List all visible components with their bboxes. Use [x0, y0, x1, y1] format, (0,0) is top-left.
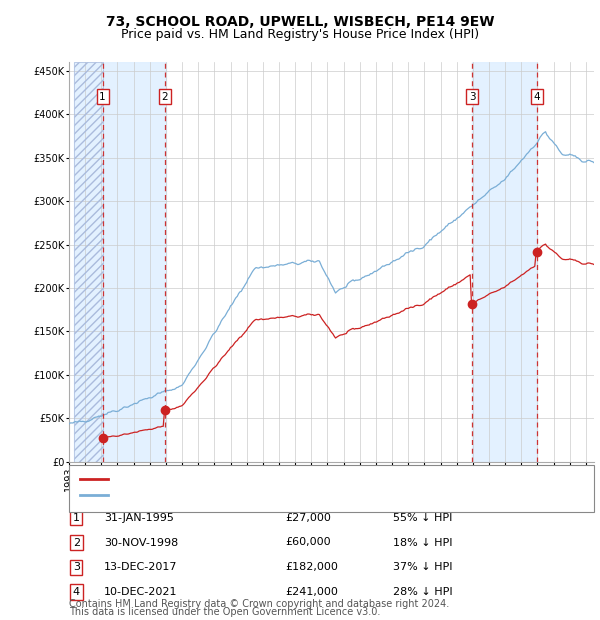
Text: 4: 4 — [533, 92, 540, 102]
Text: HPI: Average price, detached house, King's Lynn and West Norfolk: HPI: Average price, detached house, King… — [114, 490, 482, 500]
Text: 2: 2 — [73, 538, 80, 547]
Text: £241,000: £241,000 — [285, 587, 338, 597]
Text: 30-NOV-1998: 30-NOV-1998 — [104, 538, 178, 547]
Text: 1: 1 — [73, 513, 80, 523]
Text: £182,000: £182,000 — [285, 562, 338, 572]
Text: £60,000: £60,000 — [285, 538, 331, 547]
Text: 13-DEC-2017: 13-DEC-2017 — [104, 562, 178, 572]
Text: 73, SCHOOL ROAD, UPWELL, WISBECH, PE14 9EW (detached house): 73, SCHOOL ROAD, UPWELL, WISBECH, PE14 9… — [114, 474, 495, 484]
Text: Contains HM Land Registry data © Crown copyright and database right 2024.: Contains HM Land Registry data © Crown c… — [69, 599, 449, 609]
Text: 31-JAN-1995: 31-JAN-1995 — [104, 513, 173, 523]
Text: 18% ↓ HPI: 18% ↓ HPI — [393, 538, 452, 547]
Text: 3: 3 — [73, 562, 80, 572]
Text: £27,000: £27,000 — [285, 513, 331, 523]
Text: 3: 3 — [469, 92, 475, 102]
Text: 10-DEC-2021: 10-DEC-2021 — [104, 587, 178, 597]
Bar — [472, 62, 538, 462]
Text: 73, SCHOOL ROAD, UPWELL, WISBECH, PE14 9EW: 73, SCHOOL ROAD, UPWELL, WISBECH, PE14 9… — [106, 16, 494, 30]
Text: 1: 1 — [99, 92, 106, 102]
Text: 55% ↓ HPI: 55% ↓ HPI — [393, 513, 452, 523]
Text: Price paid vs. HM Land Registry's House Price Index (HPI): Price paid vs. HM Land Registry's House … — [121, 28, 479, 41]
Text: 28% ↓ HPI: 28% ↓ HPI — [393, 587, 452, 597]
Text: 4: 4 — [73, 587, 80, 597]
Text: 37% ↓ HPI: 37% ↓ HPI — [393, 562, 452, 572]
Bar — [74, 62, 166, 462]
Text: This data is licensed under the Open Government Licence v3.0.: This data is licensed under the Open Gov… — [69, 607, 380, 617]
Bar — [74, 62, 103, 462]
Text: 2: 2 — [161, 92, 168, 102]
